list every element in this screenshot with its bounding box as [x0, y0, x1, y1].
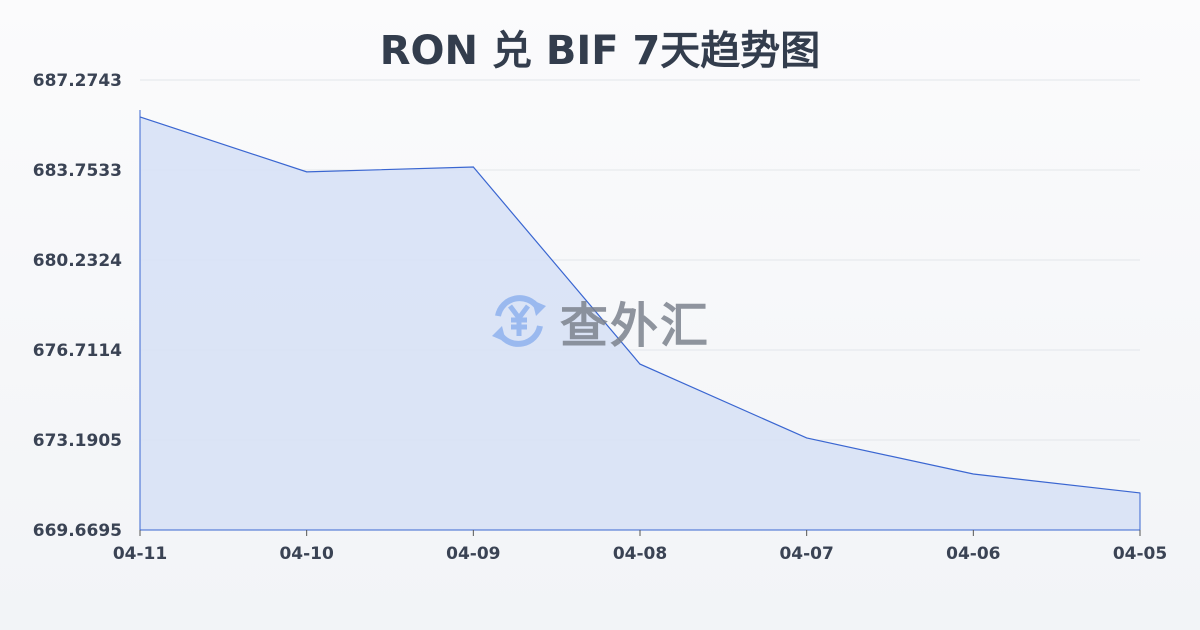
x-tick-label: 04-07 — [779, 544, 833, 564]
x-tick-label: 04-08 — [613, 544, 667, 564]
y-tick-label: 687.2743 — [33, 71, 122, 91]
x-tick-label: 04-10 — [279, 544, 334, 564]
yen-exchange-icon — [492, 295, 546, 347]
data-point — [472, 166, 474, 168]
area-fill — [140, 116, 1140, 530]
y-tick-label: 683.7533 — [33, 161, 122, 181]
y-tick-label: 676.7114 — [33, 341, 122, 361]
data-point — [806, 437, 808, 439]
y-tick-label: 680.2324 — [33, 251, 122, 271]
y-tick-label: 669.6695 — [33, 521, 122, 541]
data-point — [972, 473, 974, 475]
chart-title: RON 兑 BIF 7天趋势图 — [379, 28, 821, 74]
data-point — [306, 171, 308, 173]
data-point — [139, 116, 141, 118]
x-tick-label: 04-09 — [446, 544, 500, 564]
data-point — [639, 363, 641, 365]
x-tick-label: 04-05 — [1113, 544, 1167, 564]
x-tick-label: 04-06 — [946, 544, 1000, 564]
data-point — [1139, 492, 1141, 494]
y-tick-label: 673.1905 — [33, 431, 122, 451]
watermark-text: 查外汇 — [560, 298, 711, 354]
watermark: 查外汇 — [488, 286, 710, 356]
x-tick-label: 04-11 — [113, 544, 167, 564]
